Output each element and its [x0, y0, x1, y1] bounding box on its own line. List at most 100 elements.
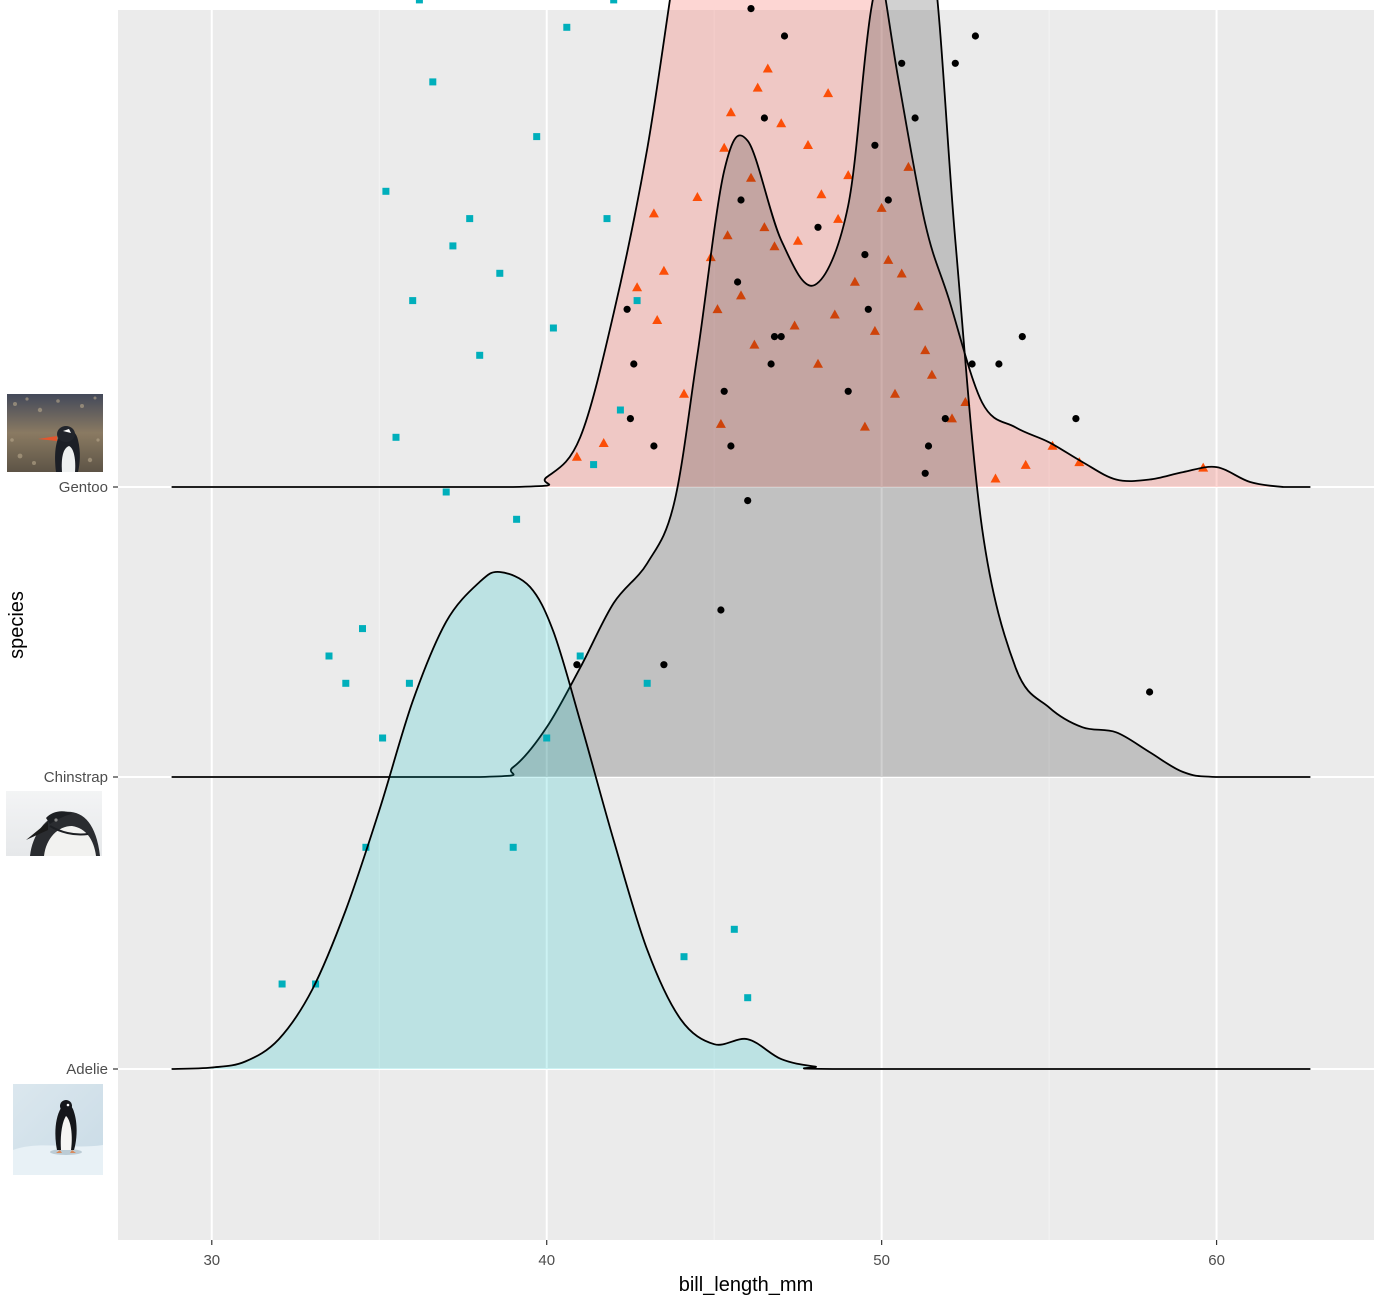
data-point: [717, 606, 725, 614]
density-fill-chinstrap: [171, 0, 1311, 778]
data-point: [1020, 459, 1031, 469]
data-point: [429, 78, 437, 86]
data-point: [466, 215, 474, 223]
data-point: [736, 290, 746, 300]
data-point: [744, 497, 752, 505]
data-point: [392, 433, 400, 441]
data-point: [476, 351, 484, 359]
data-point: [883, 254, 894, 264]
data-point: [543, 734, 551, 742]
data-point: [1018, 333, 1026, 341]
data-point: [576, 652, 584, 660]
density-outline-gentoo: [171, 0, 1311, 488]
y-tick-label-chinstrap: Chinstrap: [44, 769, 108, 786]
data-point: [616, 406, 624, 414]
data-point: [737, 196, 745, 204]
data-point: [325, 652, 333, 660]
data-point: [844, 387, 852, 395]
data-point: [816, 189, 827, 199]
data-point: [680, 953, 688, 961]
data-point: [652, 315, 663, 324]
data-point: [859, 421, 870, 431]
density-outline-chinstrap: [171, 0, 1311, 778]
data-point: [442, 488, 450, 496]
data-point: [734, 278, 742, 286]
y-axis-title: species: [6, 591, 28, 659]
minor-gridlines: [378, 10, 1050, 1240]
data-point: [362, 843, 370, 851]
data-point: [769, 241, 780, 251]
data-point: [903, 161, 914, 171]
data-point: [623, 305, 631, 313]
data-point: [890, 388, 900, 398]
data-point: [789, 320, 800, 330]
y-tick-label-gentoo: Gentoo: [59, 479, 108, 496]
data-point: [849, 276, 860, 286]
data-point: [960, 397, 971, 406]
density-fill-gentoo: [171, 0, 1311, 488]
data-point: [947, 413, 957, 423]
data-point: [777, 333, 785, 341]
data-point: [780, 32, 789, 40]
data-point: [643, 679, 651, 687]
density-outline-adelie: [171, 570, 1311, 1070]
data-point: [843, 170, 854, 180]
data-point: [803, 140, 813, 149]
data-point: [1074, 457, 1085, 467]
data-point: [951, 59, 959, 67]
data-point: [730, 925, 738, 933]
data-point: [630, 360, 638, 368]
x-axis-ticks: 30 40 50 60: [203, 1240, 1225, 1269]
data-point: [409, 297, 417, 305]
data-point: [449, 242, 457, 250]
data-point: [861, 251, 869, 259]
data-point: [1047, 440, 1058, 450]
data-point: [405, 679, 413, 687]
data-point: [720, 387, 728, 395]
adelie-penguin-photo: [13, 1084, 103, 1175]
data-point: [549, 324, 557, 332]
data-point: [626, 415, 635, 423]
data-point: [767, 360, 775, 368]
data-point: [926, 369, 937, 379]
density-fill-adelie: [171, 571, 1311, 1069]
data-point: [913, 301, 924, 311]
data-point: [864, 305, 872, 313]
data-point: [744, 994, 752, 1002]
data-point: [1072, 415, 1080, 423]
x-tick-label: 30: [203, 1252, 220, 1269]
data-point: [712, 304, 723, 314]
data-point: [727, 442, 735, 450]
data-point: [692, 192, 703, 201]
ridge-adelie: [171, 0, 1311, 1070]
data-point: [509, 843, 517, 851]
data-point: [941, 415, 949, 423]
data-point: [571, 451, 582, 461]
data-point: [379, 734, 387, 742]
x-tick-label: 40: [538, 1252, 555, 1269]
data-point: [869, 325, 880, 335]
data-point: [722, 230, 733, 240]
data-point: [995, 360, 1003, 368]
data-point: [921, 469, 929, 477]
data-point: [898, 59, 906, 67]
x-tick-label: 50: [873, 1252, 890, 1269]
data-point: [598, 438, 609, 447]
data-point: [776, 118, 787, 128]
data-point: [871, 141, 879, 149]
data-point: [382, 187, 390, 195]
data-point: [679, 388, 689, 398]
data-point: [747, 5, 755, 13]
data-point: [359, 625, 366, 633]
data-point: [658, 265, 669, 275]
data-point: [762, 63, 773, 73]
gentoo-penguin-photo: [7, 394, 103, 472]
data-point: [573, 661, 581, 669]
data-point: [278, 980, 286, 988]
data-point: [896, 268, 907, 278]
ridge-gentoo: [171, 0, 1311, 488]
data-point: [650, 442, 658, 450]
data-point: [792, 235, 803, 245]
data-point: [829, 309, 840, 319]
data-point: [633, 297, 641, 305]
